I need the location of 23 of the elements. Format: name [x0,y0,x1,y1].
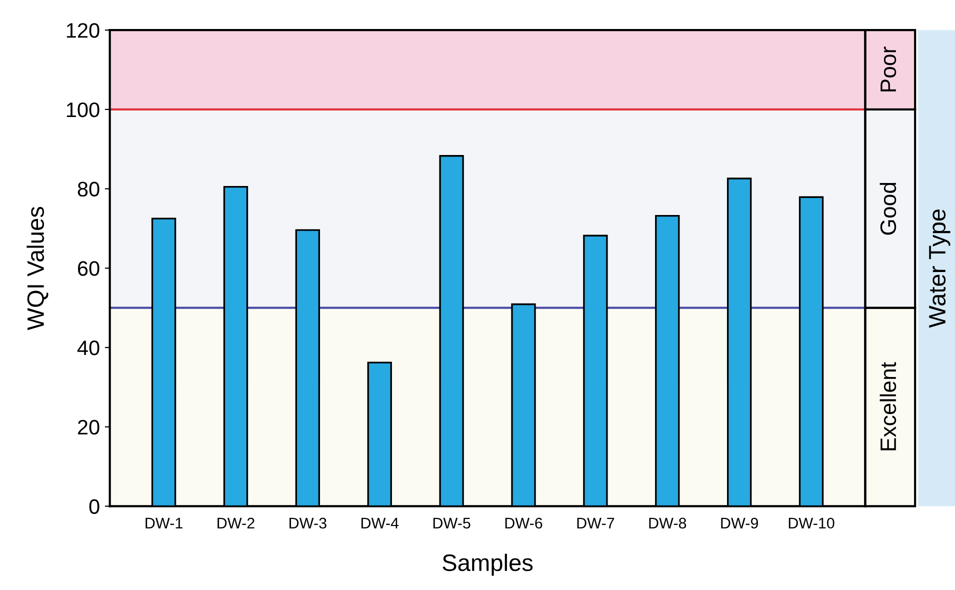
x-tick-label: DW-6 [505,518,542,529]
y-tick-label: 0 [89,499,100,514]
y-tick-label: 120 [66,23,100,38]
y-tick-label: 100 [66,102,100,118]
x-tick-label: DW-3 [290,518,326,529]
x-tick-label: DW-4 [361,518,399,528]
text: Water Type [929,209,950,328]
x-tick-label: DW-8 [649,518,686,529]
x-tick-label: DW-5 [433,518,470,529]
y-tick-label: 20 [78,420,100,435]
x-tick-label: DW-2 [218,518,254,528]
x-tick-label: DW-7 [577,518,614,528]
x-axis-title: Samples [442,554,533,576]
y-axis-title: WQI Values [26,206,48,330]
band-label: Poor [880,46,896,92]
y-tick-label: 60 [78,261,100,276]
x-tick-label: DW-9 [721,518,758,529]
band-label: Excellent [880,362,896,450]
y-tick-label: 40 [77,340,100,356]
band-label: Good [880,182,896,235]
y-tick-label: 80 [78,182,100,197]
x-tick-label: DW-10 [788,518,834,529]
x-tick-label: DW-1 [146,518,182,528]
